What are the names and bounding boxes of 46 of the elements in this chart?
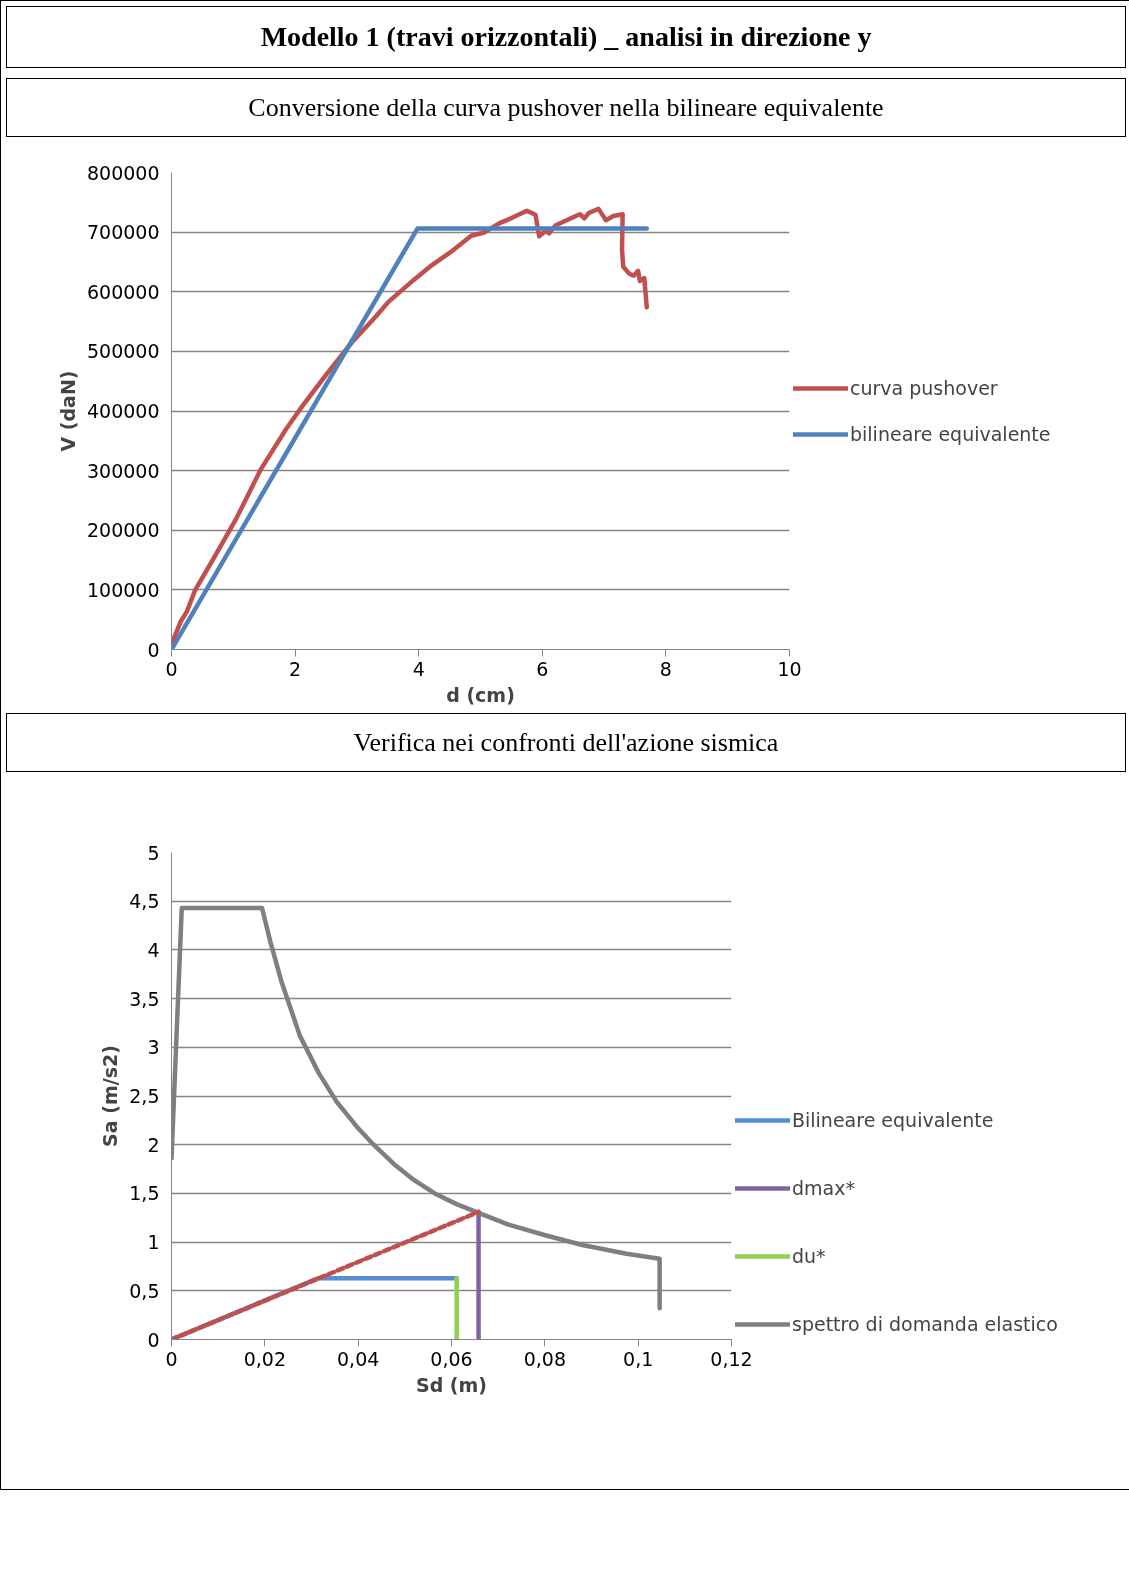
x-tick-label: 10 <box>777 657 802 680</box>
y-tick-label: 4 <box>147 939 160 962</box>
legend-label: dmax* <box>792 1177 855 1200</box>
y-axis-title: V (daN) <box>56 370 79 452</box>
y-tick-label: 4,5 <box>129 890 160 913</box>
y-tick-label: 0 <box>147 1328 160 1351</box>
y-tick-label: 400000 <box>86 400 160 423</box>
y-tick-label: 3 <box>147 1036 160 1059</box>
legend-label: bilineare equivalente <box>850 422 1051 445</box>
y-tick-label: 1,5 <box>129 1182 160 1205</box>
y-tick-label: 500000 <box>86 340 160 363</box>
y-tick-label: 800000 <box>86 161 160 184</box>
legend-label: Bilineare equivalente <box>792 1109 994 1132</box>
x-tick-label: 4 <box>412 657 425 680</box>
x-tick-label: 0,1 <box>623 1347 654 1370</box>
x-axis-title: Sd (m) <box>415 1373 488 1396</box>
x-tick-label: 0 <box>165 657 178 680</box>
y-tick-label: 0 <box>147 638 160 661</box>
y-tick-label: 1 <box>147 1231 160 1254</box>
chart-subtitle: Conversione della curva pushover nella bilineare equivalente <box>248 92 884 124</box>
y-tick-label: 200000 <box>86 519 160 542</box>
y-tick-label: 2 <box>147 1133 160 1156</box>
x-tick-label: 8 <box>659 657 672 680</box>
chart-title: Verifica nei confronti dell'azione sismica <box>353 727 779 760</box>
x-tick-label: 0,08 <box>523 1347 566 1370</box>
chart-title: Modello 1 (travi orizzontali) _ analisi in direzione y <box>260 20 872 54</box>
x-tick-label: 0,06 <box>430 1347 473 1370</box>
y-tick-label: 2,5 <box>129 1085 160 1108</box>
y-tick-label: 3,5 <box>129 987 160 1010</box>
x-tick-label: 0,02 <box>243 1347 286 1370</box>
legend-label: curva pushover <box>850 376 998 399</box>
y-tick-label: 700000 <box>86 221 160 244</box>
x-axis-title: d (cm) <box>446 683 515 706</box>
y-tick-label: 100000 <box>86 579 160 602</box>
x-tick-label: 2 <box>289 657 302 680</box>
x-tick-label: 0,04 <box>337 1347 380 1370</box>
x-tick-label: 0,12 <box>710 1347 753 1370</box>
y-tick-label: 0,5 <box>129 1280 160 1303</box>
legend-label: du* <box>792 1245 826 1268</box>
y-tick-label: 600000 <box>86 280 160 303</box>
x-tick-label: 6 <box>536 657 549 680</box>
x-tick-label: 0 <box>165 1347 178 1370</box>
y-tick-label: 5 <box>147 841 160 864</box>
y-axis-title: Sa (m/s2) <box>99 1045 122 1148</box>
legend-label: spettro di domanda elastico <box>792 1313 1058 1336</box>
y-tick-label: 300000 <box>86 459 160 482</box>
